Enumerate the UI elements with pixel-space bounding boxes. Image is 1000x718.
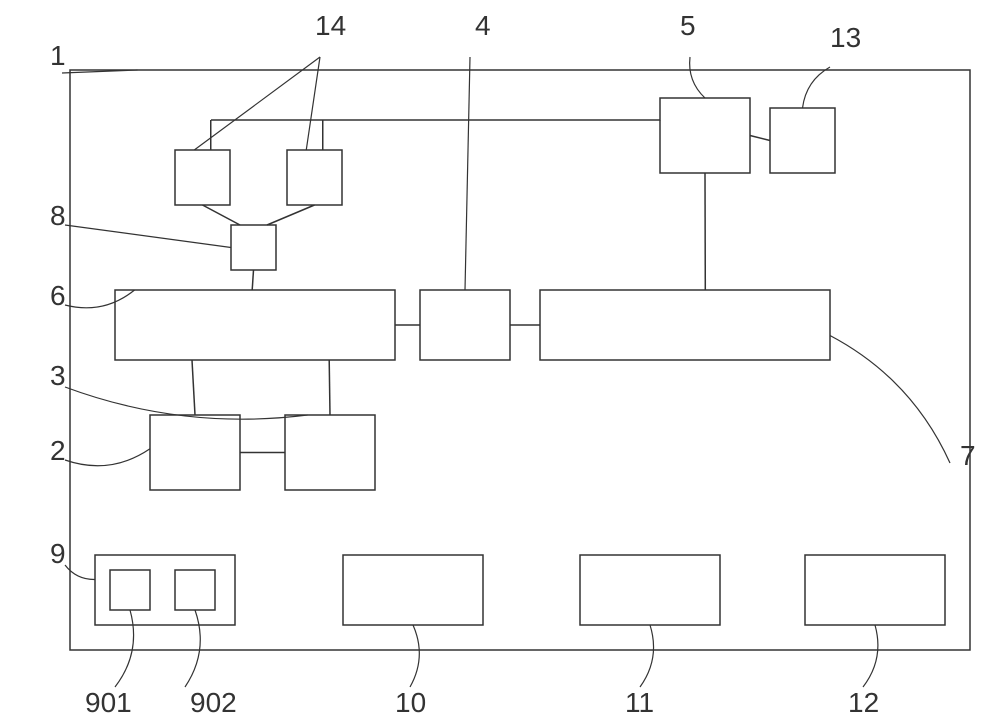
block-b3 [285, 415, 375, 490]
label-L10: 10 [395, 687, 426, 718]
leader-L11 [640, 625, 654, 687]
block-b5 [660, 98, 750, 173]
label-L2: 2 [50, 435, 66, 466]
label-L8: 8 [50, 200, 66, 231]
label-L901: 901 [85, 687, 132, 718]
label-L4: 4 [475, 10, 491, 41]
leader-L901 [115, 610, 134, 687]
label-L12: 12 [848, 687, 879, 718]
leader-L14-0 [194, 57, 320, 150]
block-diagram: 1 14 4 5 13 8 6 3 2 7 9 901 902 10 11 12 [0, 0, 1000, 718]
block-b6 [115, 290, 395, 360]
leader-L10 [410, 625, 419, 687]
block-b9 [95, 555, 235, 625]
connector-2 [252, 270, 253, 290]
block-b4 [420, 290, 510, 360]
leader-L902 [185, 610, 200, 687]
label-L14: 14 [315, 10, 346, 41]
block-b7 [540, 290, 830, 360]
leader-L13 [803, 67, 831, 108]
block-b901 [110, 570, 150, 610]
block-b10 [343, 555, 483, 625]
connector-0 [203, 205, 241, 225]
block-b14b [287, 150, 342, 205]
block-b14a [175, 150, 230, 205]
connector-7 [192, 360, 195, 415]
block-b13 [770, 108, 835, 173]
leader-L14-1 [306, 57, 320, 150]
connector-1 [267, 205, 315, 225]
connector-8 [329, 360, 330, 415]
block-b12 [805, 555, 945, 625]
leader-L4 [465, 57, 470, 290]
label-L902: 902 [190, 687, 237, 718]
label-L5: 5 [680, 10, 696, 41]
label-L6: 6 [50, 280, 66, 311]
leader-L6 [65, 290, 135, 308]
leader-L8 [65, 225, 231, 248]
label-L13: 13 [830, 22, 861, 53]
label-L7: 7 [960, 440, 976, 471]
block-b902 [175, 570, 215, 610]
label-L9: 9 [50, 538, 66, 569]
block-b2 [150, 415, 240, 490]
label-L1: 1 [50, 40, 66, 71]
leader-L12 [863, 625, 878, 687]
block-b11 [580, 555, 720, 625]
leader-L5 [690, 57, 705, 98]
label-L11: 11 [625, 687, 654, 718]
block-b8 [231, 225, 276, 270]
label-L3: 3 [50, 360, 66, 391]
leader-L7 [830, 336, 950, 464]
leader-L2 [65, 449, 150, 466]
connector-6 [750, 136, 770, 141]
